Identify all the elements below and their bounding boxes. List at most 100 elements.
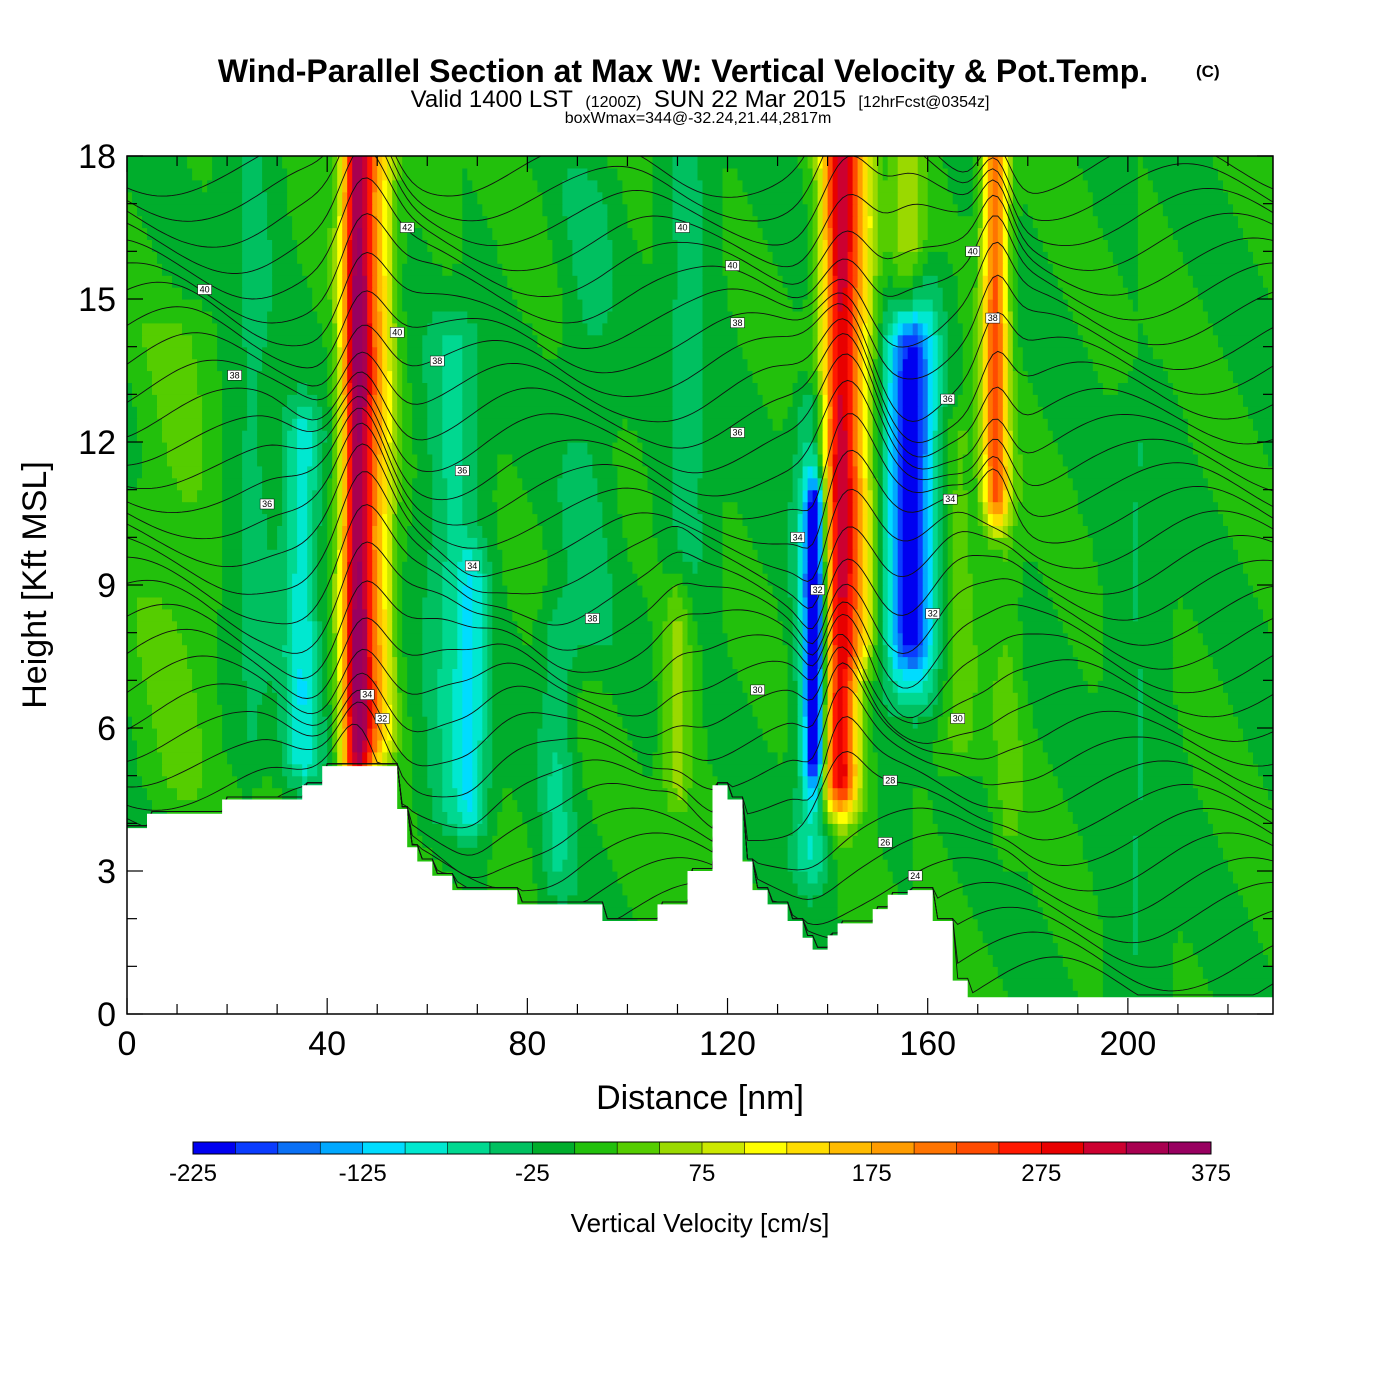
velocity-cell — [402, 287, 513, 300]
velocity-cell — [902, 453, 919, 467]
velocity-cell — [487, 656, 493, 669]
velocity-cell — [567, 716, 578, 729]
velocity-cell — [282, 418, 293, 431]
velocity-cell — [427, 739, 443, 753]
theta-contour-line — [127, 422, 1273, 549]
velocity-cell — [1197, 787, 1269, 801]
velocity-cell — [947, 358, 964, 372]
velocity-cell — [827, 656, 834, 669]
velocity-cell — [462, 656, 473, 669]
velocity-cell — [982, 287, 989, 300]
velocity-cell — [877, 823, 914, 836]
velocity-cell — [367, 477, 373, 491]
velocity-cell — [997, 787, 1024, 801]
velocity-cell — [362, 561, 368, 574]
velocity-cell — [822, 680, 829, 693]
velocity-cell — [367, 215, 373, 229]
theta-label-box — [730, 317, 745, 329]
velocity-cell — [977, 358, 984, 372]
theta-label-box — [585, 613, 600, 624]
velocity-cell — [577, 692, 613, 705]
velocity-cell — [462, 358, 478, 372]
velocity-cell — [312, 299, 333, 312]
velocity-cell — [392, 394, 398, 407]
velocity-cell — [1007, 227, 1014, 240]
velocity-cell — [942, 573, 949, 586]
velocity-cell — [917, 394, 924, 407]
velocity-cell — [332, 239, 338, 252]
velocity-cell — [1137, 608, 1174, 622]
velocity-cell — [202, 775, 238, 789]
velocity-cell — [1002, 513, 1009, 526]
velocity-cell — [387, 644, 393, 658]
velocity-cell — [992, 525, 1004, 538]
velocity-cell — [812, 227, 819, 240]
velocity-cell — [222, 453, 243, 467]
velocity-cell — [422, 656, 443, 669]
velocity-cell — [1132, 537, 1139, 550]
velocity-cell — [337, 251, 343, 264]
velocity-cell — [317, 561, 328, 574]
velocity-cell — [332, 310, 338, 324]
theta-contours — [127, 156, 1273, 996]
velocity-cell — [1253, 251, 1273, 264]
velocity-cell — [722, 537, 754, 550]
velocity-cell — [377, 287, 383, 300]
velocity-cell — [817, 763, 824, 777]
theta-label: 40 — [965, 246, 980, 257]
velocity-cell — [1047, 751, 1139, 765]
velocity-cell — [1142, 322, 1214, 336]
velocity-cell — [957, 275, 979, 288]
velocity-cell — [332, 513, 338, 526]
velocity-cell — [302, 763, 308, 777]
velocity-cell — [547, 573, 568, 586]
velocity-cell — [822, 322, 829, 336]
velocity-cell — [672, 453, 704, 467]
velocity-cell — [562, 299, 583, 312]
velocity-cell — [402, 561, 428, 574]
velocity-cell — [982, 215, 989, 229]
velocity-cell — [127, 549, 223, 562]
velocity-cell — [482, 632, 488, 646]
theta-label-box — [359, 689, 375, 700]
velocity-cell — [992, 263, 999, 276]
velocity-cell — [1002, 823, 1019, 836]
velocity-cell — [372, 167, 378, 181]
velocity-cell — [577, 835, 603, 848]
velocity-cell — [892, 537, 899, 550]
velocity-cell — [127, 632, 138, 646]
velocity-cell — [722, 620, 784, 634]
velocity-cell — [932, 358, 939, 372]
velocity-cell — [472, 763, 478, 777]
velocity-cell — [492, 704, 543, 717]
velocity-cell — [962, 882, 1034, 896]
velocity-cell — [367, 680, 373, 693]
velocity-cell — [447, 525, 468, 538]
velocity-cell — [497, 823, 528, 836]
velocity-cell — [1062, 787, 1139, 801]
velocity-cell — [992, 179, 999, 193]
velocity-cell — [127, 680, 148, 693]
velocity-cell — [877, 310, 884, 324]
velocity-cell — [132, 191, 243, 205]
velocity-cell — [672, 358, 704, 372]
velocity-cell — [617, 465, 648, 479]
colorbar-swatch — [235, 1142, 279, 1154]
theta-label-box — [259, 498, 275, 510]
velocity-cell — [1172, 382, 1239, 395]
velocity-cell — [857, 394, 864, 407]
velocity-cell — [127, 442, 143, 455]
velocity-cell — [532, 847, 543, 860]
velocity-cell — [287, 728, 293, 741]
theta-label: 30 — [750, 684, 765, 696]
velocity-cell — [347, 680, 353, 693]
velocity-cell — [697, 632, 729, 646]
velocity-cell — [337, 501, 343, 515]
velocity-cell — [202, 299, 243, 312]
velocity-cell — [847, 656, 854, 669]
velocity-cell — [797, 680, 804, 693]
velocity-cell — [402, 430, 413, 443]
velocity-cell — [782, 632, 794, 646]
velocity-cell — [877, 644, 884, 658]
velocity-cell — [787, 501, 799, 515]
